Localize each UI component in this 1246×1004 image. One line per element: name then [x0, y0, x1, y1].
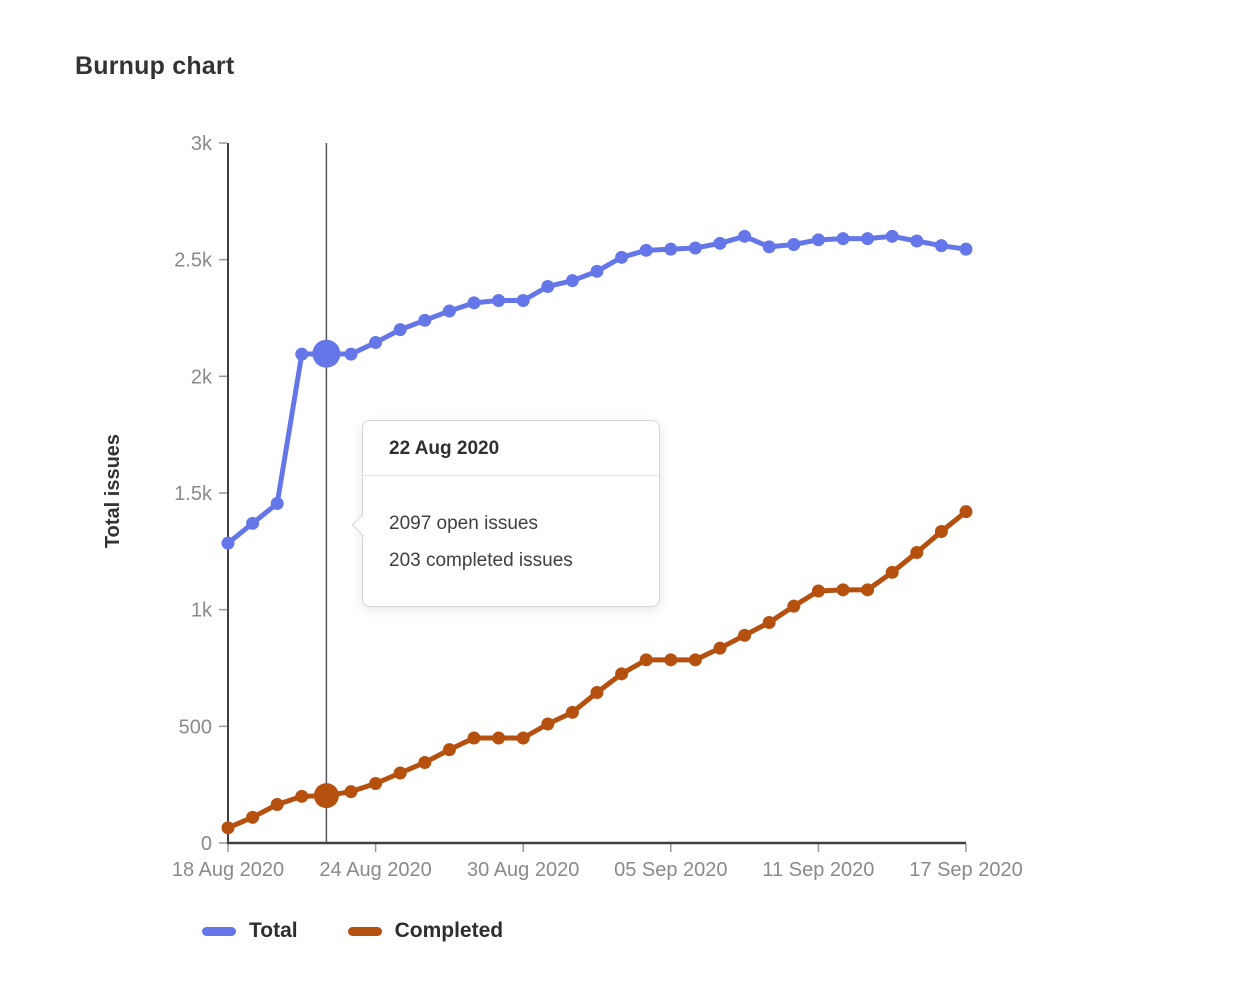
- legend-item-total[interactable]: Total: [202, 919, 298, 943]
- total-data-point[interactable]: [418, 313, 432, 327]
- total-data-point[interactable]: [492, 294, 506, 307]
- total-highlight-point[interactable]: [312, 339, 341, 368]
- completed-data-point[interactable]: [664, 653, 678, 667]
- completed-data-point[interactable]: [639, 653, 653, 667]
- completed-data-point[interactable]: [492, 731, 506, 745]
- completed-data-point[interactable]: [369, 777, 383, 790]
- total-data-point[interactable]: [270, 497, 284, 510]
- x-axis-tick-label: 24 Aug 2020: [319, 859, 431, 881]
- total-data-point[interactable]: [664, 242, 678, 256]
- legend-label-completed: Completed: [394, 919, 504, 942]
- completed-series-swatch-icon: [347, 926, 382, 936]
- total-data-point[interactable]: [910, 234, 924, 248]
- completed-data-point[interactable]: [688, 653, 702, 667]
- total-data-point[interactable]: [393, 323, 407, 337]
- tooltip-completed-issues: 203 completed issues: [389, 550, 573, 571]
- completed-data-point[interactable]: [418, 756, 432, 769]
- y-axis-tick-label: 1k: [191, 600, 213, 622]
- total-data-point[interactable]: [713, 236, 727, 250]
- total-data-point[interactable]: [295, 347, 309, 361]
- completed-data-point[interactable]: [811, 584, 825, 598]
- tooltip-date: 22 Aug 2020: [363, 421, 659, 476]
- total-data-point[interactable]: [787, 238, 801, 251]
- total-data-point[interactable]: [467, 296, 481, 310]
- completed-data-point[interactable]: [738, 628, 752, 642]
- total-data-point[interactable]: [959, 242, 973, 256]
- completed-data-point[interactable]: [270, 798, 284, 811]
- total-data-point[interactable]: [565, 274, 579, 288]
- x-axis-tick-label: 05 Sep 2020: [614, 859, 727, 881]
- completed-data-point[interactable]: [861, 583, 875, 597]
- y-axis-title: Total issues: [102, 434, 124, 548]
- page-title: Burnup chart: [75, 52, 235, 80]
- completed-data-point[interactable]: [885, 565, 899, 579]
- completed-highlight-point[interactable]: [313, 783, 339, 809]
- completed-data-point[interactable]: [713, 641, 727, 655]
- total-data-point[interactable]: [246, 516, 260, 530]
- completed-data-point[interactable]: [221, 821, 235, 835]
- completed-data-point[interactable]: [541, 717, 555, 731]
- total-data-point[interactable]: [762, 240, 776, 254]
- total-data-point[interactable]: [221, 536, 235, 550]
- completed-data-point[interactable]: [959, 505, 973, 519]
- x-axis-tick-label: 11 Sep 2020: [762, 859, 874, 881]
- y-axis-tick-label: 3k: [191, 133, 213, 155]
- total-data-point[interactable]: [541, 280, 555, 293]
- legend-label-total: Total: [249, 919, 298, 942]
- total-data-point[interactable]: [688, 241, 702, 255]
- total-data-point[interactable]: [615, 250, 629, 264]
- x-axis-tick-label: 17 Sep 2020: [909, 859, 1022, 881]
- y-axis-tick-label: 1.5k: [174, 483, 213, 505]
- chart-legend: Total Completed: [202, 919, 503, 943]
- completed-data-point[interactable]: [467, 731, 481, 745]
- total-data-point[interactable]: [811, 233, 825, 247]
- completed-data-point[interactable]: [295, 789, 309, 803]
- total-data-point[interactable]: [590, 264, 604, 278]
- completed-data-point[interactable]: [590, 686, 604, 699]
- total-data-point[interactable]: [516, 294, 530, 307]
- total-data-point[interactable]: [934, 239, 948, 253]
- tooltip-open-issues: 2097 open issues: [389, 513, 538, 534]
- total-data-point[interactable]: [369, 336, 383, 349]
- total-data-point[interactable]: [836, 232, 850, 246]
- completed-data-point[interactable]: [442, 743, 456, 757]
- x-axis-tick-label: 30 Aug 2020: [467, 859, 579, 881]
- y-axis-tick-label: 2.5k: [174, 250, 213, 272]
- y-axis-tick-label: 0: [201, 833, 212, 855]
- completed-data-point[interactable]: [565, 705, 579, 719]
- completed-data-point[interactable]: [934, 525, 948, 538]
- total-data-point[interactable]: [442, 304, 456, 318]
- total-data-point[interactable]: [885, 229, 899, 243]
- completed-data-point[interactable]: [787, 599, 801, 613]
- total-series-swatch-icon: [202, 926, 236, 936]
- legend-item-completed[interactable]: Completed: [347, 919, 504, 943]
- completed-data-point[interactable]: [762, 616, 776, 629]
- completed-data-point[interactable]: [246, 810, 260, 824]
- x-axis-tick-label: 18 Aug 2020: [172, 859, 284, 881]
- completed-data-point[interactable]: [836, 583, 850, 597]
- total-data-point[interactable]: [344, 347, 358, 361]
- completed-data-point[interactable]: [393, 766, 407, 780]
- chart-tooltip: 22 Aug 2020 2097 open issues 203 complet…: [351, 420, 660, 607]
- total-data-point[interactable]: [738, 229, 752, 243]
- y-axis-tick-label: 2k: [191, 366, 213, 388]
- y-axis-tick-label: 500: [179, 716, 212, 738]
- completed-data-point[interactable]: [516, 731, 530, 745]
- completed-data-point[interactable]: [615, 667, 629, 681]
- completed-data-point[interactable]: [910, 546, 924, 559]
- total-data-point[interactable]: [639, 243, 653, 257]
- total-data-point[interactable]: [861, 232, 875, 246]
- completed-data-point[interactable]: [344, 785, 358, 799]
